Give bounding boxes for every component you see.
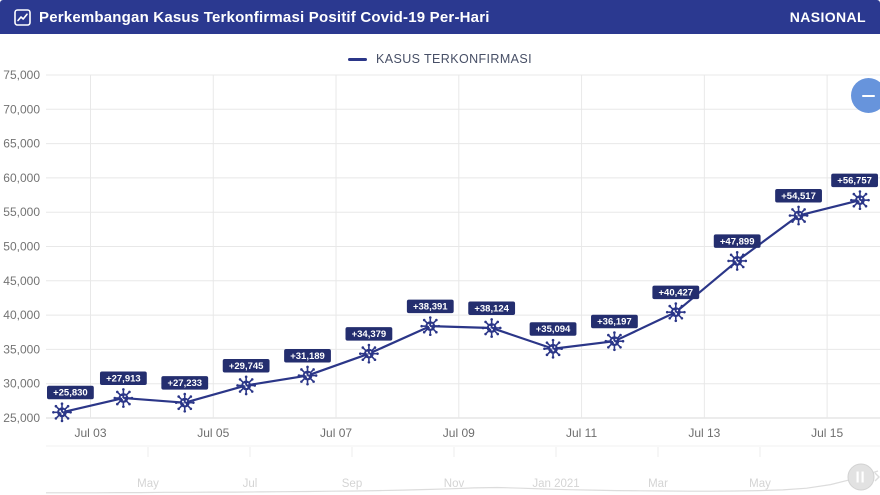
data-point-label: +36,197 [597, 317, 632, 328]
data-point-virus-icon[interactable] [359, 343, 379, 364]
navigator-month-label: May [137, 478, 159, 490]
data-point-virus-icon[interactable] [850, 190, 870, 211]
data-point-virus-icon[interactable] [543, 338, 563, 359]
y-axis-label: 45,000 [3, 274, 40, 288]
y-axis-label: 40,000 [3, 308, 40, 322]
data-point-label: +35,094 [536, 324, 571, 335]
navigator-month-label: Jan 2021 [532, 478, 579, 490]
data-point-virus-icon[interactable] [52, 402, 72, 423]
x-axis-label: Jul 07 [320, 426, 352, 440]
data-point-virus-icon[interactable] [788, 205, 809, 226]
navigator-month-label: Jul [243, 478, 258, 490]
widget-header: Perkembangan Kasus Terkonfirmasi Positif… [0, 0, 880, 34]
navigator-preview-line [46, 470, 879, 494]
data-point-label: +56,757 [837, 176, 872, 187]
chart-legend[interactable]: KASUS TERKONFIRMASI [0, 50, 880, 68]
x-axis-label: Jul 15 [811, 426, 843, 440]
y-axis-label: 30,000 [3, 377, 40, 391]
data-point-label: +29,745 [229, 361, 264, 372]
data-point-label-box [652, 285, 700, 300]
navigator-month-label: Sep [342, 478, 362, 490]
y-axis-label: 70,000 [3, 102, 40, 116]
data-point-label: +31,189 [290, 351, 325, 362]
data-point-label-box [47, 385, 94, 400]
x-axis-label: Jul 11 [566, 426, 597, 440]
data-point-label-box [222, 358, 270, 373]
x-axis-label: Jul 13 [688, 426, 720, 440]
data-point-label-box [406, 299, 454, 314]
data-point-virus-icon[interactable] [297, 365, 318, 386]
y-axis-label: 50,000 [3, 240, 40, 254]
data-point-label-box [468, 301, 516, 315]
data-point-virus-icon[interactable] [604, 331, 625, 352]
data-point-label: +40,427 [658, 288, 693, 299]
data-point-label-box [529, 322, 577, 336]
data-point-label: +27,233 [167, 378, 202, 389]
x-axis-label: Jul 03 [74, 426, 106, 440]
line-chart-icon [14, 8, 31, 26]
legend-series-label: KASUS TERKONFIRMASI [375, 52, 532, 66]
data-point-label: +34,379 [352, 329, 387, 340]
y-axis-label: 65,000 [3, 137, 40, 151]
data-point-virus-icon[interactable] [481, 318, 502, 338]
data-point-virus-icon[interactable] [113, 388, 134, 408]
widget-title: Perkembangan Kasus Terkonfirmasi Positif… [39, 8, 490, 26]
data-point-label: +54,517 [781, 191, 816, 202]
series-line [61, 199, 861, 414]
data-point-virus-icon[interactable] [420, 316, 441, 337]
legend-line-marker-icon [347, 57, 367, 61]
data-point-label-box [284, 349, 331, 363]
y-axis-label: 60,000 [3, 171, 40, 185]
data-point-virus-icon[interactable] [665, 302, 686, 323]
data-point-virus-icon[interactable] [727, 251, 748, 271]
region-badge: NASIONAL [789, 9, 866, 25]
data-point-label: +38,124 [474, 303, 509, 314]
data-point-label-box [831, 173, 878, 188]
zoom-out-button[interactable] [851, 78, 880, 113]
data-point-virus-icon[interactable] [174, 392, 195, 413]
navigator-month-label: Nov [444, 478, 465, 490]
x-axis-label: Jul 05 [197, 426, 229, 440]
data-point-label-box [99, 371, 147, 386]
navigator-month-label: May [749, 478, 771, 490]
data-point-label-box [345, 327, 393, 341]
x-axis-label: Jul 09 [443, 426, 475, 440]
data-point-label: +25,830 [53, 388, 88, 399]
y-axis-label: 25,000 [3, 411, 40, 425]
data-point-label: +38,391 [413, 302, 448, 313]
data-point-label: +47,899 [720, 236, 755, 247]
data-point-virus-icon[interactable] [236, 375, 257, 396]
navigator-arrow-icon [874, 472, 880, 482]
y-axis-label: 55,000 [3, 205, 40, 219]
data-point-label: +27,913 [106, 373, 141, 384]
data-point-label-box [775, 189, 822, 203]
minus-icon [862, 94, 875, 97]
y-axis-label: 75,000 [3, 68, 40, 82]
data-point-label-box [713, 234, 761, 248]
data-point-label-box [161, 376, 209, 390]
y-axis-label: 35,000 [3, 342, 40, 356]
navigator-month-label: Mar [648, 478, 668, 490]
data-point-label-box [591, 314, 638, 329]
navigator-drag-handle[interactable] [847, 463, 880, 491]
